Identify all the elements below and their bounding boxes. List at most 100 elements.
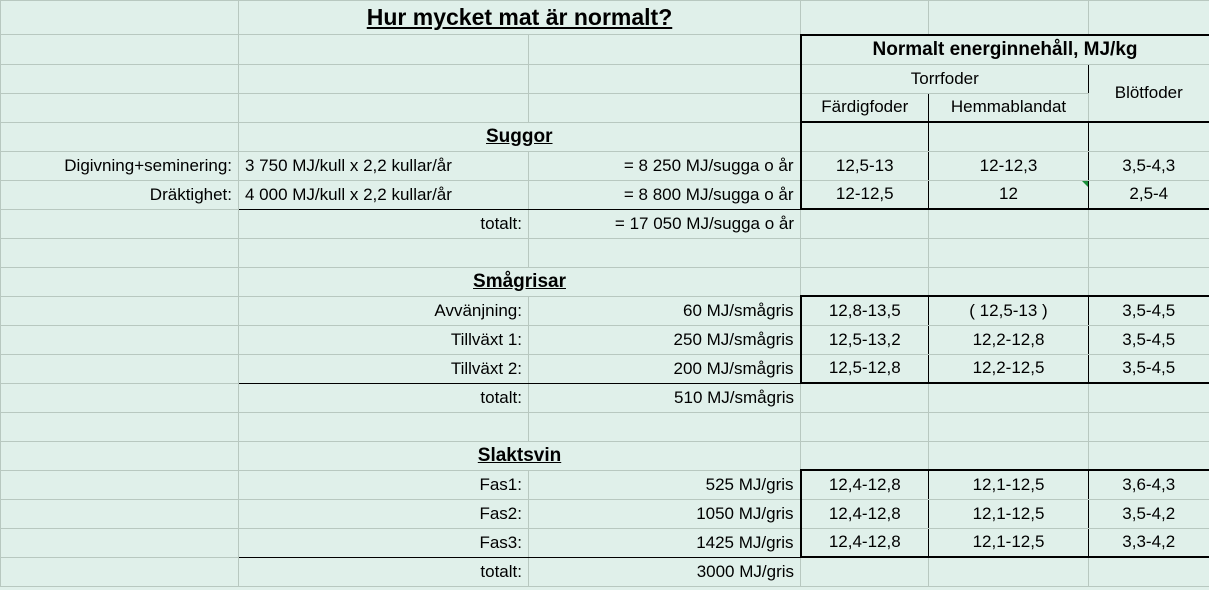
cell-blank (1, 470, 239, 499)
row-calc: 4 000 MJ/kull x 2,2 kullar/år (239, 180, 529, 209)
row-label: Fas3: (239, 528, 529, 557)
cell-blank (1089, 441, 1209, 470)
row-hemmablandat: 12-12,3 (929, 151, 1089, 180)
table-row: Fas3: 1425 MJ/gris 12,4-12,8 12,1-12,5 3… (1, 528, 1209, 557)
row-label: Tillväxt 1: (239, 325, 529, 354)
row-blotfoder: 3,5-4,5 (1089, 325, 1209, 354)
table-row: totalt: 510 MJ/smågris (1, 383, 1209, 412)
torrfoder-header: Torrfoder (801, 64, 1089, 93)
row-label: Fas1: (239, 470, 529, 499)
cell-blank (1, 209, 239, 238)
row-hemmablandat: 12,1-12,5 (929, 528, 1089, 557)
cell-blank (239, 93, 529, 122)
cell-blank (1089, 383, 1209, 412)
row-calc: 3 750 MJ/kull x 2,2 kullar/år (239, 151, 529, 180)
row-blotfoder: 2,5-4 (1089, 180, 1209, 209)
total-label: totalt: (239, 383, 529, 412)
cell-blank (801, 412, 929, 441)
cell-blank (929, 122, 1089, 151)
table-row: totalt: 3000 MJ/gris (1, 557, 1209, 586)
cell-blank (929, 209, 1089, 238)
cell-blank (1, 122, 239, 151)
total-label: totalt: (239, 557, 529, 586)
row-label: Fas2: (239, 499, 529, 528)
cell-blank (1, 64, 239, 93)
row-label: Avvänjning: (239, 296, 529, 325)
cell-blank (1, 35, 239, 65)
row-hemmablandat: 12 (929, 180, 1089, 209)
cell-blank (1, 296, 239, 325)
cell-blank (1, 238, 239, 267)
cell-blank (801, 267, 929, 296)
section-smagrisar: Smågrisar (239, 267, 801, 296)
cell-blank (1089, 238, 1209, 267)
cell-blank (529, 412, 801, 441)
page-title: Hur mycket mat är normalt? (239, 1, 801, 35)
cell-blank (801, 209, 929, 238)
cell-blank (1, 383, 239, 412)
row-result: 200 MJ/smågris (529, 354, 801, 383)
row-result: = 8 250 MJ/sugga o år (529, 151, 801, 180)
cell-blank (801, 557, 929, 586)
row-label: Digivning+seminering: (1, 151, 239, 180)
cell-blank (1089, 412, 1209, 441)
row-hemmablandat: 12,2-12,8 (929, 325, 1089, 354)
hemmablandat-header: Hemmablandat (929, 93, 1089, 122)
cell-blank (239, 64, 529, 93)
row-hemmablandat: ( 12,5-13 ) (929, 296, 1089, 325)
row-fardigfoder: 12-12,5 (801, 180, 929, 209)
row-result: 250 MJ/smågris (529, 325, 801, 354)
cell-blank (1, 267, 239, 296)
row-result: 1050 MJ/gris (529, 499, 801, 528)
row-label: Tillväxt 2: (239, 354, 529, 383)
table-row: Tillväxt 2: 200 MJ/smågris 12,5-12,8 12,… (1, 354, 1209, 383)
cell-blank (529, 35, 801, 65)
table-row: Fas1: 525 MJ/gris 12,4-12,8 12,1-12,5 3,… (1, 470, 1209, 499)
cell-blank (929, 557, 1089, 586)
table-row: Digivning+seminering: 3 750 MJ/kull x 2,… (1, 151, 1209, 180)
cell-blank (801, 238, 929, 267)
total-value: = 17 050 MJ/sugga o år (529, 209, 801, 238)
cell-blank (239, 412, 529, 441)
cell-blank (929, 441, 1089, 470)
cell-blank (1, 557, 239, 586)
table-row: totalt: = 17 050 MJ/sugga o år (1, 209, 1209, 238)
row-blotfoder: 3,5-4,2 (1089, 499, 1209, 528)
section-suggor: Suggor (239, 122, 801, 151)
row-label: Dräktighet: (1, 180, 239, 209)
table-row: Tillväxt 1: 250 MJ/smågris 12,5-13,2 12,… (1, 325, 1209, 354)
cell-blank (929, 1, 1089, 35)
row-result: 60 MJ/smågris (529, 296, 801, 325)
row-fardigfoder: 12,4-12,8 (801, 499, 929, 528)
row-fardigfoder: 12,8-13,5 (801, 296, 929, 325)
section-slaktsvin: Slaktsvin (239, 441, 801, 470)
cell-blank (529, 238, 801, 267)
fardigfoder-header: Färdigfoder (801, 93, 929, 122)
row-result: = 8 800 MJ/sugga o år (529, 180, 801, 209)
row-blotfoder: 3,5-4,3 (1089, 151, 1209, 180)
cell-blank (239, 238, 529, 267)
cell-blank (929, 383, 1089, 412)
cell-blank (929, 412, 1089, 441)
total-label: totalt: (239, 209, 529, 238)
cell-blank (1089, 557, 1209, 586)
cell-blank (801, 1, 929, 35)
total-value: 3000 MJ/gris (529, 557, 801, 586)
cell-blank (929, 267, 1089, 296)
cell-blank (801, 122, 929, 151)
cell-blank (801, 383, 929, 412)
table-row: Fas2: 1050 MJ/gris 12,4-12,8 12,1-12,5 3… (1, 499, 1209, 528)
row-hemmablandat: 12,1-12,5 (929, 499, 1089, 528)
cell-blank (1, 325, 239, 354)
cell-blank (1, 441, 239, 470)
cell-blank (801, 441, 929, 470)
cell-blank (1, 528, 239, 557)
cell-blank (529, 93, 801, 122)
cell-blank (529, 64, 801, 93)
energy-header: Normalt energinnehåll, MJ/kg (801, 35, 1209, 65)
cell-blank (1, 1, 239, 35)
blotfoder-header: Blötfoder (1089, 64, 1209, 122)
table-row: Dräktighet: 4 000 MJ/kull x 2,2 kullar/å… (1, 180, 1209, 209)
row-fardigfoder: 12,5-13,2 (801, 325, 929, 354)
feed-table: Hur mycket mat är normalt? Normalt energ… (0, 0, 1209, 587)
